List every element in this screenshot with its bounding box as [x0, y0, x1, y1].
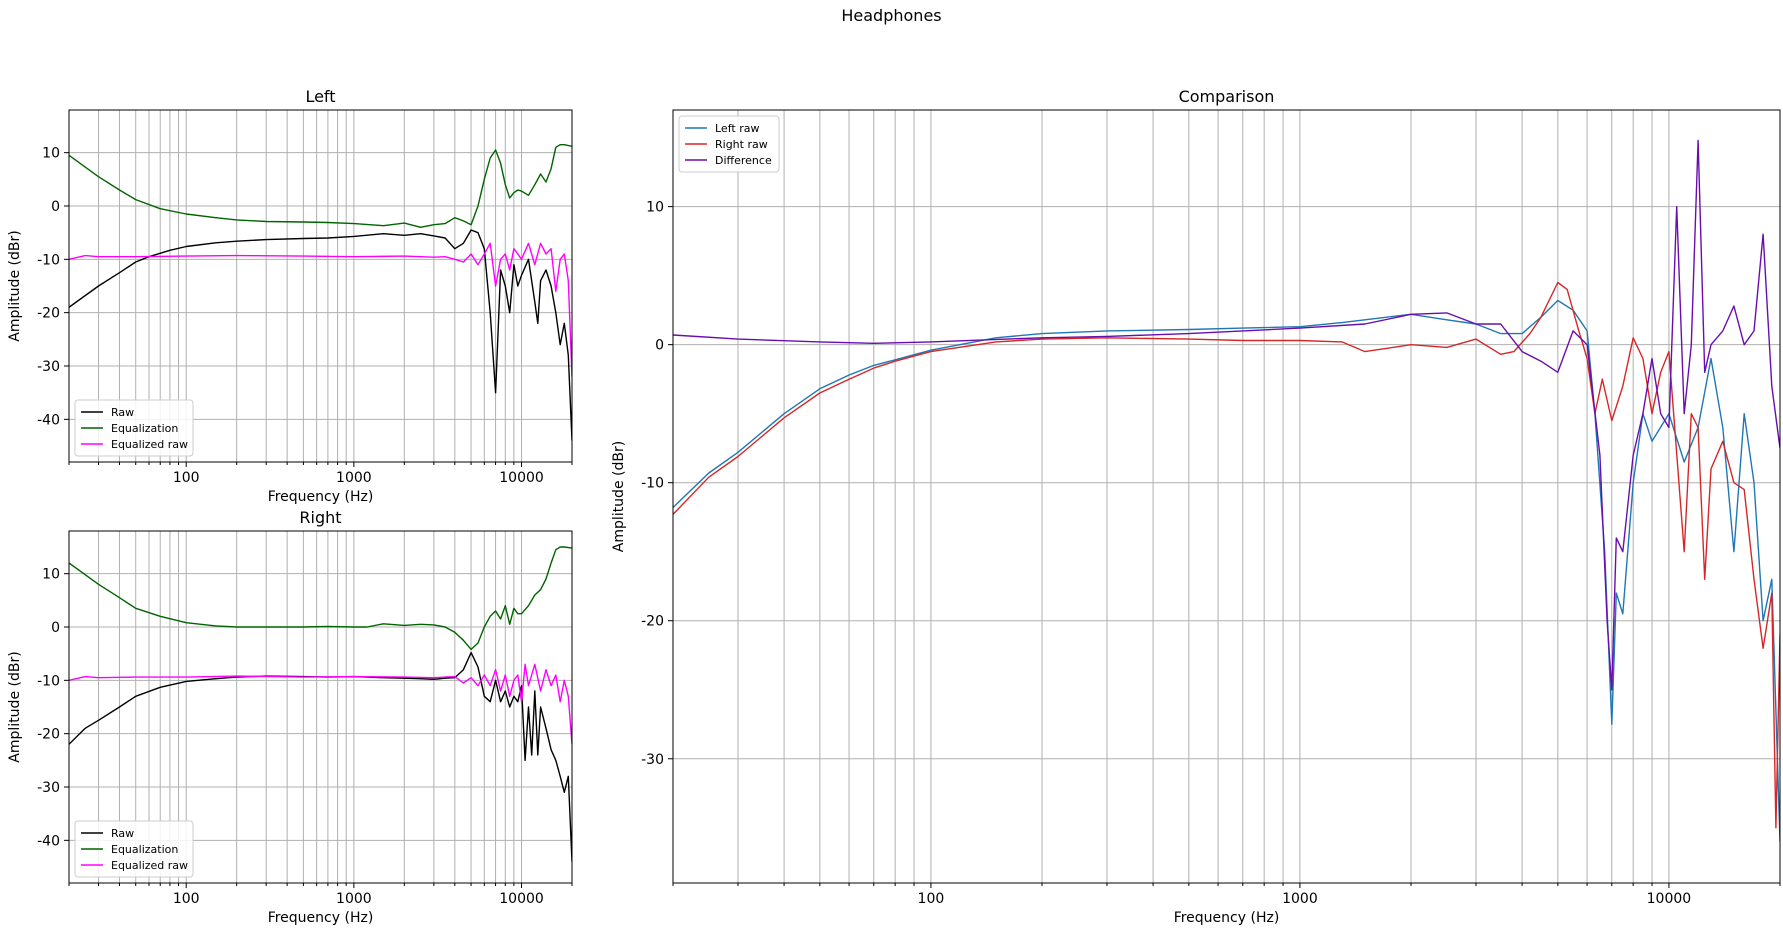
chart-title: Right	[299, 508, 341, 527]
y-tick-label: -20	[641, 614, 664, 630]
series-group-right	[69, 546, 572, 862]
legend-box	[678, 115, 780, 173]
grid-comparison	[668, 110, 1781, 888]
y-tick-label: 10	[646, 200, 664, 216]
x-tick-label: 10000	[1647, 891, 1692, 907]
legend-left: Raw Equalization Equalized raw	[74, 399, 194, 457]
x-axis-label: Frequency (Hz)	[268, 910, 374, 926]
y-tick-label: 0	[51, 620, 60, 636]
x-axis-label: Frequency (Hz)	[1174, 910, 1280, 926]
y-tick-label: -30	[37, 359, 60, 375]
axes-frame	[68, 109, 573, 463]
x-tick-label: 10000	[499, 470, 544, 486]
x-tick-label: 10000	[499, 891, 544, 907]
legend-right: Raw Equalization Equalized raw	[74, 820, 194, 878]
legend-label: Left raw	[715, 122, 759, 135]
legend-label: Raw	[111, 406, 134, 419]
y-axis-label: Amplitude (dBr)	[7, 651, 23, 762]
legend-label: Right raw	[715, 138, 768, 151]
y-tick-label: -40	[37, 833, 60, 849]
series-line-equalized-raw	[69, 663, 572, 745]
legend-label: Equalized raw	[111, 438, 188, 451]
chart-right: -40 -30 -20 -10 0 10 100 1000 10000 Right Frequenc…	[7, 508, 573, 926]
chart-title: Comparison	[1179, 87, 1275, 106]
x-tick-label: 1000	[1282, 891, 1318, 907]
series-group-left	[69, 144, 572, 441]
x-tick-label: 1000	[336, 470, 372, 486]
y-tick-label: -10	[641, 476, 664, 492]
y-tick-label: 10	[42, 567, 60, 583]
axes-frame	[68, 530, 573, 884]
series-line-difference	[673, 139, 1780, 691]
chart-title: Left	[305, 87, 335, 106]
series-line-equalization	[69, 144, 572, 228]
series-line-raw	[69, 229, 572, 441]
y-tick-label: -40	[37, 412, 60, 428]
legend-label: Equalization	[111, 843, 178, 856]
y-tick-label: 0	[655, 338, 664, 354]
y-tick-label: 0	[51, 199, 60, 215]
legend-label: Equalization	[111, 422, 178, 435]
chart-left: -40 -30 -20 -10 0 10 100 1000 10000 Left Frequency…	[7, 87, 573, 505]
legend-label: Equalized raw	[111, 859, 188, 872]
axes-frame	[672, 109, 1781, 884]
x-tick-label: 1000	[336, 891, 372, 907]
y-axis-label: Amplitude (dBr)	[7, 230, 23, 341]
y-tick-label: -20	[37, 727, 60, 743]
y-tick-label: -20	[37, 306, 60, 322]
figure-title: Headphones	[841, 6, 942, 25]
y-tick-label: -30	[641, 752, 664, 768]
y-axis-label: Amplitude (dBr)	[611, 441, 627, 552]
series-line-right-raw	[673, 281, 1780, 829]
legend-label: Raw	[111, 827, 134, 840]
legend-label: Difference	[715, 154, 772, 167]
legend-comparison: Left raw Right raw Difference	[678, 115, 780, 173]
series-group-comparison	[673, 139, 1780, 842]
grid-left	[64, 110, 573, 467]
y-tick-label: -30	[37, 780, 60, 796]
x-axis-label: Frequency (Hz)	[268, 489, 374, 505]
x-tick-label: 100	[173, 891, 200, 907]
y-tick-label: -10	[37, 252, 60, 268]
series-line-left-raw	[673, 299, 1780, 842]
legend-box	[74, 399, 194, 457]
y-tick-label: -10	[37, 673, 60, 689]
x-tick-label: 100	[173, 470, 200, 486]
series-line-equalization	[69, 546, 572, 651]
chart-comparison: -30 -20 -10 0 10 100 1000 10000 Comparison Freque…	[611, 87, 1781, 926]
x-tick-label: 100	[918, 891, 945, 907]
legend-box	[74, 820, 194, 878]
series-line-equalized-raw	[69, 242, 572, 377]
y-tick-label: 10	[42, 146, 60, 162]
